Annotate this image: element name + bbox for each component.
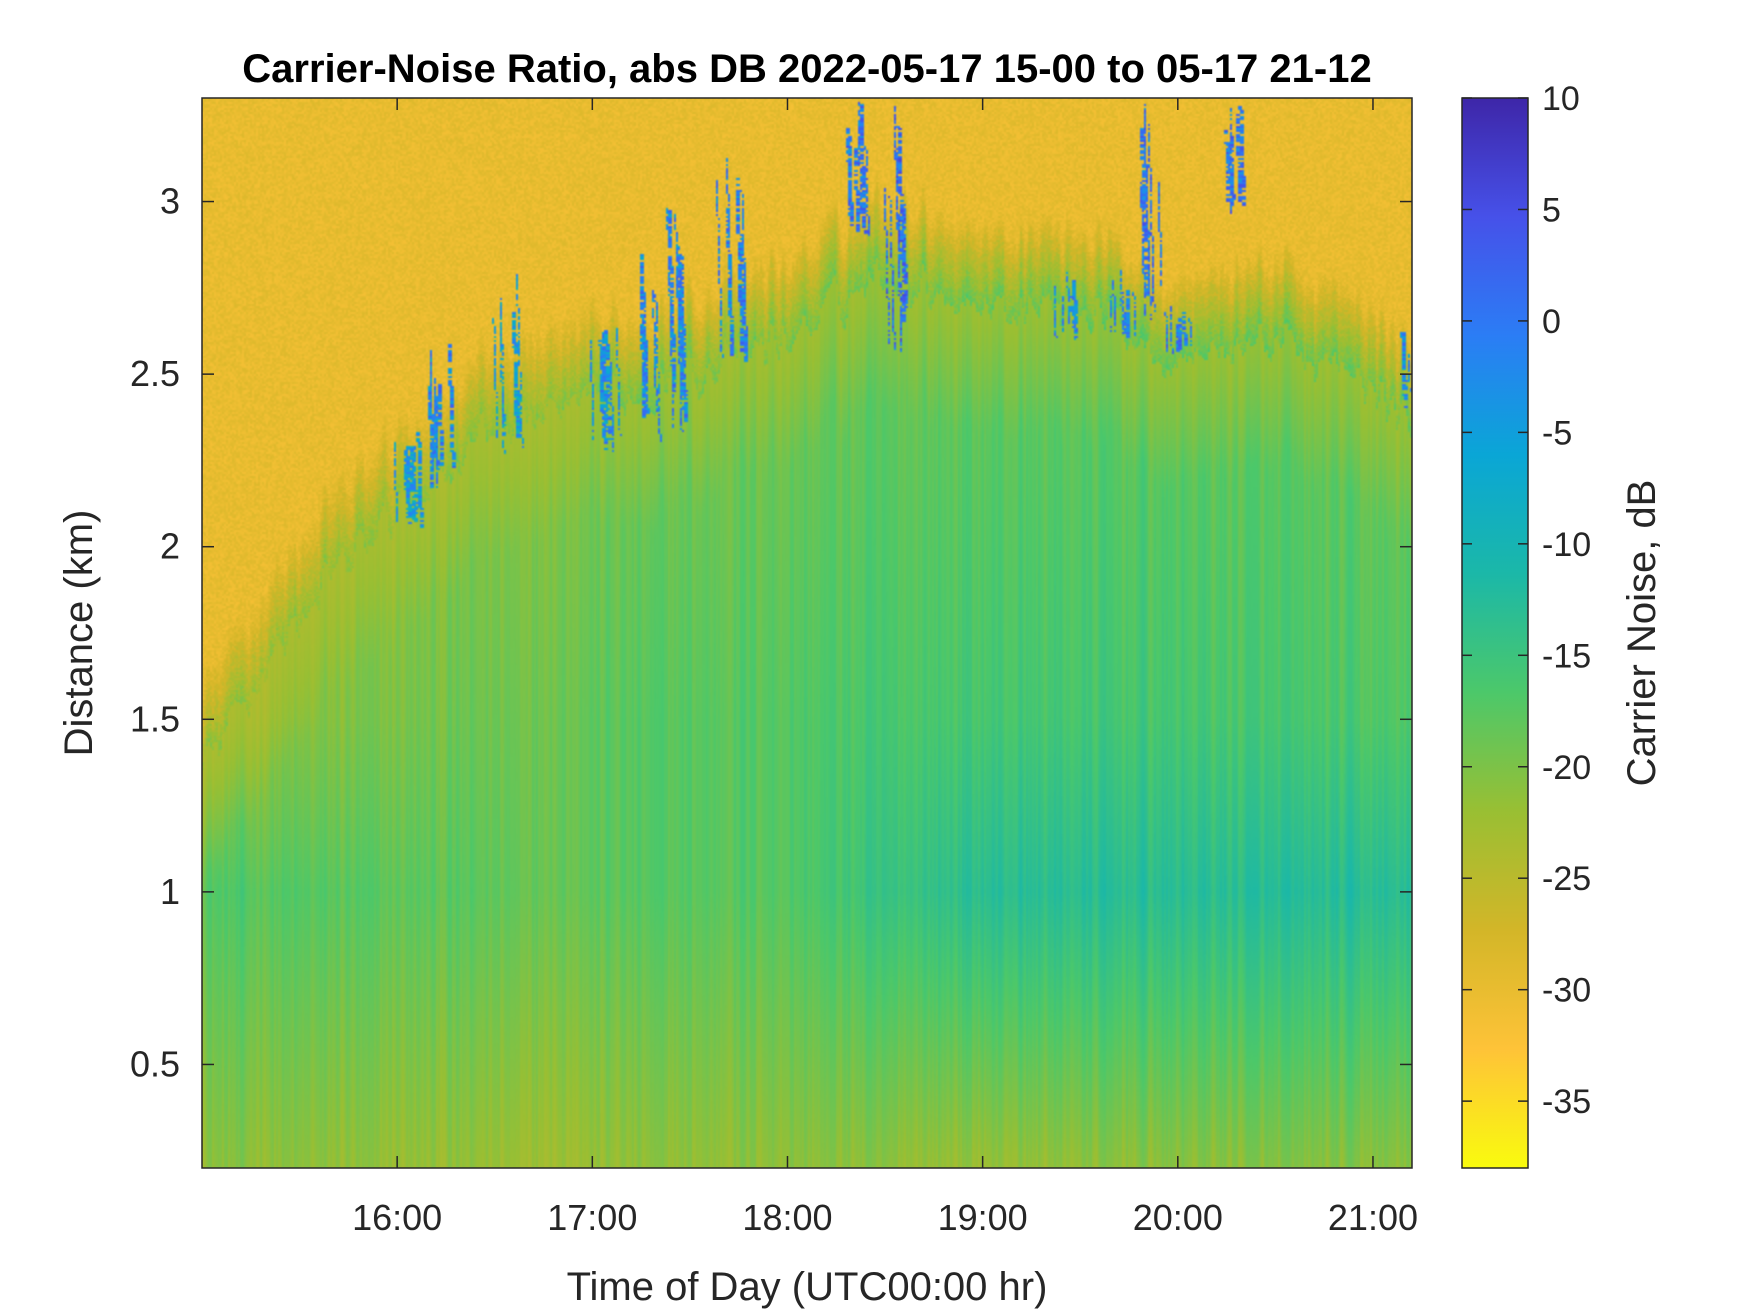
- colorbar-tick-label: -20: [1542, 749, 1591, 787]
- x-tick-label: 16:00: [352, 1197, 442, 1238]
- colorbar-tick-label: 10: [1542, 80, 1580, 118]
- colorbar-label: Carrier Noise, dB: [1620, 480, 1664, 787]
- colorbar-tick-label: -30: [1542, 972, 1591, 1010]
- y-tick-label: 1.5: [130, 698, 180, 739]
- x-tick-label: 21:00: [1328, 1197, 1418, 1238]
- colorbar-tick-label: -35: [1542, 1083, 1591, 1121]
- x-tick-label: 17:00: [547, 1197, 637, 1238]
- x-axis-label: Time of Day (UTC00:00 hr): [567, 1265, 1048, 1309]
- y-tick-label: 2: [160, 526, 180, 567]
- heatmap-image: [202, 98, 1412, 1168]
- x-tick-label: 19:00: [938, 1197, 1028, 1238]
- colorbar-tick-label: -5: [1542, 414, 1572, 452]
- y-tick-label: 2.5: [130, 353, 180, 394]
- colorbar-gradient: [1461, 97, 1529, 1169]
- colorbar-tick-label: -15: [1542, 637, 1591, 675]
- y-tick-label: 1: [160, 871, 180, 912]
- y-axis-ticks: 0.5 1 1.5 2 2.5 3: [130, 181, 1412, 1084]
- plot-frame: [201, 97, 1413, 1169]
- colorbar-tick-label: 5: [1542, 191, 1561, 229]
- colorbar-tick-label: -10: [1542, 526, 1591, 564]
- colorbar: 10 5 0 -5 -10 -15 -20 -25 -30 -35: [1461, 80, 1591, 1169]
- y-tick-label: 0.5: [130, 1043, 180, 1084]
- x-axis-ticks: 16:00 17:00 18:00 19:00 20:00 21:00: [352, 98, 1418, 1238]
- x-tick-label: 18:00: [742, 1197, 832, 1238]
- colorbar-ticks: 10 5 0 -5 -10 -15 -20 -25 -30 -35: [1462, 80, 1591, 1121]
- chart-title: Carrier-Noise Ratio, abs DB 2022-05-17 1…: [242, 47, 1371, 91]
- colorbar-tick-label: -25: [1542, 860, 1591, 898]
- y-axis-label: Distance (km): [57, 510, 101, 757]
- y-tick-label: 3: [160, 181, 180, 222]
- colorbar-tick-label: 0: [1542, 303, 1561, 341]
- x-tick-label: 20:00: [1133, 1197, 1223, 1238]
- heatmap-area: [202, 98, 1412, 1168]
